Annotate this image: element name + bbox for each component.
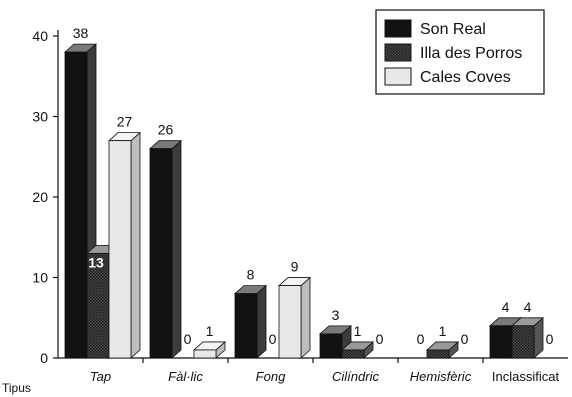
data-label: 0 bbox=[461, 331, 469, 347]
y-tick-label: 0 bbox=[40, 350, 48, 366]
data-label: 8 bbox=[247, 267, 255, 283]
bar-side bbox=[171, 139, 182, 359]
bar-front bbox=[193, 349, 217, 359]
x-axis-name: Tipus bbox=[2, 381, 31, 395]
y-tick-label: 20 bbox=[32, 189, 48, 205]
bar bbox=[510, 316, 545, 359]
data-label: 1 bbox=[439, 323, 447, 339]
legend-swatch bbox=[384, 67, 412, 86]
data-label: 0 bbox=[269, 331, 277, 347]
legend-swatch bbox=[384, 43, 412, 62]
legend-entry: Cales Coves bbox=[384, 67, 511, 86]
data-label: 1 bbox=[354, 323, 362, 339]
data-label: 1 bbox=[206, 323, 214, 339]
bar bbox=[425, 341, 460, 359]
legend: Son Real Illa des Porros Cales Coves bbox=[375, 9, 545, 95]
legend-label: Cales Coves bbox=[420, 69, 511, 86]
bar-side bbox=[300, 276, 311, 359]
data-label: 4 bbox=[524, 299, 532, 315]
y-tick-label: 40 bbox=[32, 28, 48, 44]
data-label: 0 bbox=[546, 331, 554, 347]
bar-front bbox=[64, 51, 88, 359]
bar-front bbox=[234, 293, 258, 359]
data-label: 3 bbox=[332, 307, 340, 323]
data-label: 4 bbox=[502, 299, 510, 315]
legend-label: Son Real bbox=[420, 21, 486, 38]
y-tick-label: 30 bbox=[32, 109, 48, 125]
legend-swatch bbox=[384, 19, 412, 38]
bar-front bbox=[426, 349, 450, 359]
bar-front bbox=[511, 325, 535, 359]
bar-front bbox=[319, 333, 343, 359]
bar bbox=[340, 341, 375, 359]
bars bbox=[63, 43, 545, 359]
data-label: 26 bbox=[158, 122, 174, 138]
bar-front bbox=[108, 140, 132, 359]
data-label: 9 bbox=[291, 259, 299, 275]
data-label: 0 bbox=[184, 331, 192, 347]
x-tick-label: Fàl·lic bbox=[168, 369, 203, 384]
x-tick-label: Fong bbox=[256, 369, 286, 384]
bar-front bbox=[278, 285, 302, 359]
data-label: 27 bbox=[117, 114, 133, 130]
data-label: 38 bbox=[73, 25, 89, 41]
bar bbox=[233, 284, 268, 359]
bar bbox=[107, 131, 142, 359]
x-tick-label: Tap bbox=[90, 369, 111, 384]
bar bbox=[277, 276, 312, 359]
legend-label: Illa des Porros bbox=[420, 45, 522, 62]
legend-entry: Son Real bbox=[384, 19, 486, 38]
bar-front bbox=[341, 349, 365, 359]
legend-entry: Illa des Porros bbox=[384, 43, 522, 62]
y-tick-label: 10 bbox=[32, 270, 48, 286]
data-label: 0 bbox=[376, 331, 384, 347]
bar-side bbox=[256, 284, 267, 359]
bar-front bbox=[489, 325, 513, 359]
bar bbox=[148, 139, 183, 359]
bar bbox=[192, 341, 227, 359]
x-tick-label: Hemisfèric bbox=[410, 369, 472, 384]
bar-front bbox=[149, 148, 173, 359]
bar-side bbox=[130, 131, 141, 359]
data-label: 0 bbox=[417, 331, 425, 347]
x-tick-label: Cilíndric bbox=[332, 369, 379, 384]
x-tick-label: Inclassificat bbox=[492, 369, 560, 384]
data-label: 13 bbox=[88, 254, 104, 270]
